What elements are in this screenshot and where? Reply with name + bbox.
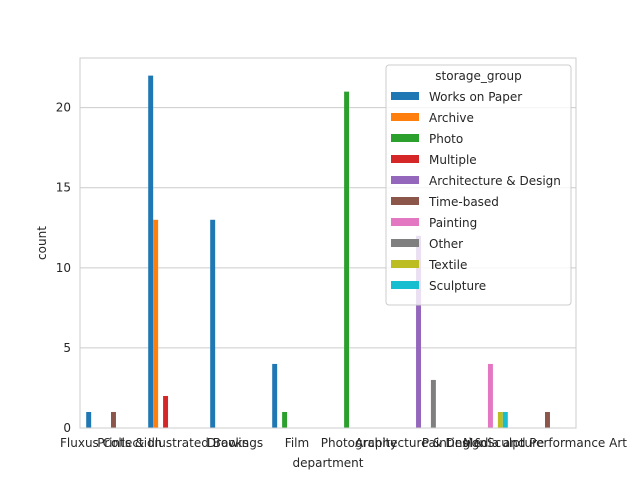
x-tick-label: Fluxus Collection bbox=[60, 436, 162, 450]
x-tick-label: Painting & Sculpture bbox=[422, 436, 544, 450]
legend-swatch bbox=[391, 197, 419, 205]
x-tick-label: Media and Performance Art bbox=[463, 436, 627, 450]
y-tick-label: 0 bbox=[63, 421, 71, 435]
bars bbox=[86, 75, 550, 429]
legend-entry: Textile bbox=[428, 258, 467, 272]
legend-swatch bbox=[391, 260, 419, 268]
bar-5-4 bbox=[416, 235, 421, 428]
legend-entry: Multiple bbox=[429, 153, 477, 167]
legend-entry: Painting bbox=[429, 216, 477, 230]
x-tick-label: Drawings bbox=[207, 436, 263, 450]
legend-frame bbox=[385, 64, 572, 306]
y-tick-label: 5 bbox=[63, 341, 71, 355]
bar-1-0 bbox=[148, 75, 154, 428]
bar-1-1 bbox=[153, 219, 159, 428]
legend-swatch bbox=[391, 92, 419, 100]
bar-6-9 bbox=[502, 411, 508, 428]
x-tick-label: Architecture & Design bbox=[355, 436, 487, 450]
bar-3-0 bbox=[272, 363, 278, 428]
bar-1-3 bbox=[163, 395, 169, 428]
legend-swatch bbox=[391, 218, 419, 226]
bar-6-8 bbox=[497, 411, 503, 428]
y-axis-title: count bbox=[35, 226, 49, 260]
x-tick-label: Film bbox=[285, 436, 309, 450]
bar-4-2 bbox=[344, 91, 350, 429]
y-tick-labels: 0 5 10 15 20 bbox=[56, 101, 71, 435]
bar-2-0 bbox=[210, 219, 216, 428]
bar-7-5 bbox=[545, 411, 550, 428]
y-tick-label: 10 bbox=[56, 261, 71, 275]
legend-swatch bbox=[391, 155, 419, 163]
legend-swatch bbox=[391, 176, 419, 184]
legend-entry: Archive bbox=[429, 111, 474, 125]
legend-entry: Architecture & Design bbox=[429, 174, 561, 188]
legend-swatch bbox=[391, 239, 419, 247]
legend-title: storage_group bbox=[435, 69, 521, 83]
legend-swatch bbox=[391, 113, 419, 121]
x-tick-label: Prints & Illustrated Books bbox=[97, 436, 249, 450]
legend-swatch bbox=[391, 134, 419, 142]
legend: storage_group Works on Paper Archive Photo M… bbox=[385, 64, 572, 306]
x-axis-title: department bbox=[293, 456, 364, 470]
y-tick-label: 15 bbox=[56, 181, 71, 195]
y-tick-label: 20 bbox=[56, 101, 71, 115]
bar-6-6 bbox=[487, 363, 493, 428]
legend-entry: Works on Paper bbox=[429, 90, 522, 104]
x-tick-label: Photography bbox=[321, 436, 397, 450]
legend-entry: Other bbox=[429, 237, 463, 251]
legend-entry: Sculpture bbox=[429, 279, 486, 293]
bar-0-0 bbox=[86, 411, 92, 428]
legend-entry: Time-based bbox=[428, 195, 499, 209]
bar-0-5 bbox=[111, 411, 116, 428]
bar-3-2 bbox=[282, 411, 288, 428]
bar-5-7 bbox=[430, 379, 436, 428]
plot-frame bbox=[79, 57, 577, 429]
legend-entry: Photo bbox=[429, 132, 463, 146]
legend-swatch bbox=[391, 281, 419, 289]
